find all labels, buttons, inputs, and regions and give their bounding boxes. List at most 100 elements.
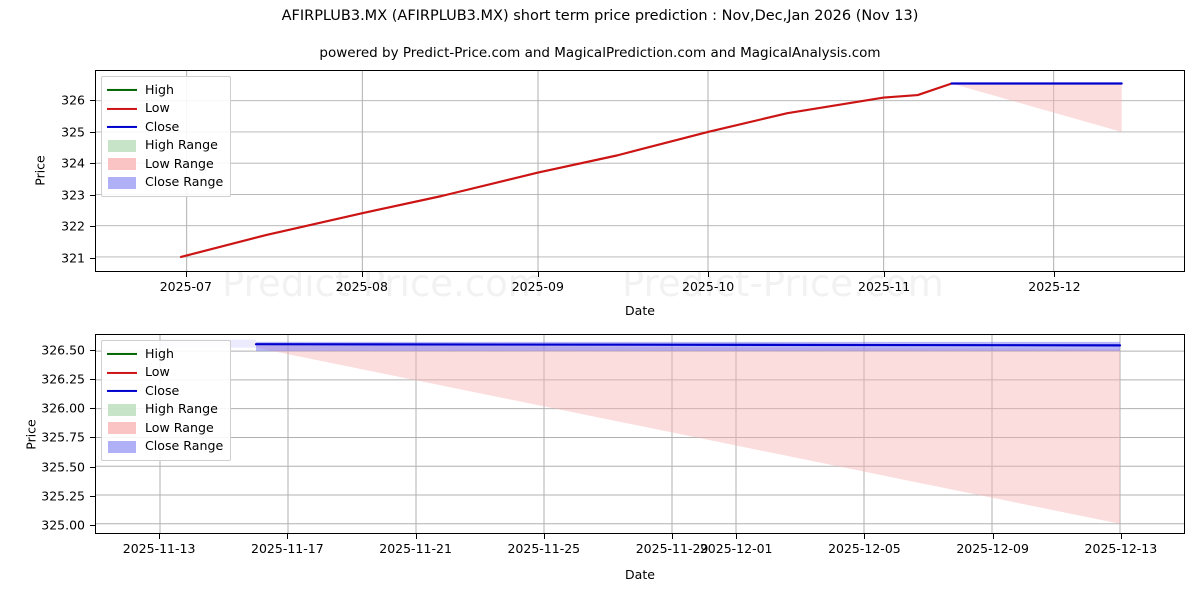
top-chart-canvas [96, 71, 1184, 271]
x-axis-tick-mark [159, 534, 161, 539]
x-axis-tick-mark [415, 534, 417, 539]
x-axis-tick-mark [992, 534, 994, 539]
legend-patch-swatch-icon [107, 440, 137, 454]
x-axis-tick-label: 2025-09 [511, 279, 564, 294]
chart-title: AFIRPLUB3.MX (AFIRPLUB3.MX) short term p… [281, 8, 919, 24]
legend-item-label: High Range [145, 401, 218, 417]
y-axis-tick-label: 325.50 [41, 459, 85, 475]
y-axis-tick-mark [90, 524, 95, 526]
legend-item-label: Close Range [145, 438, 224, 454]
legend-item-label: Low [145, 100, 170, 116]
x-axis-tick-label: 2025-12 [1028, 279, 1081, 294]
bottom-chart-canvas [96, 335, 1184, 533]
legend-item-low: Low [107, 100, 223, 119]
legend-patch-swatch-icon [107, 176, 137, 190]
y-axis-tick-mark [90, 131, 95, 133]
x-axis-tick-mark [736, 534, 738, 539]
legend-item-low: Low [107, 364, 223, 383]
y-axis-tick-label: 321 [61, 250, 85, 266]
y-axis-tick-label: 326.50 [41, 342, 85, 358]
x-axis-tick-label: 2025-11-17 [251, 541, 324, 556]
y-axis-tick-mark [90, 194, 95, 196]
legend-patch-swatch-icon [107, 139, 137, 153]
top-chart-x-axis-label: Date [625, 303, 655, 318]
bottom-chart-x-axis-label: Date [625, 567, 655, 582]
y-axis-tick-mark [90, 437, 95, 439]
bottom-chart-plot-area [95, 334, 1185, 534]
x-axis-tick-label: 2025-11 [857, 279, 911, 294]
y-axis-tick-mark [90, 408, 95, 410]
y-axis-tick-label: 322 [61, 218, 85, 234]
legend-item-label: Close Range [145, 174, 224, 190]
legend-item-label: High Range [145, 137, 218, 153]
legend-item-close: Close [107, 382, 223, 401]
legend-line-swatch-icon [107, 347, 137, 361]
y-axis-tick-label: 325.75 [41, 429, 85, 445]
x-axis-tick-mark [537, 272, 539, 277]
x-axis-tick-label: 2025-07 [159, 279, 212, 294]
y-axis-tick-label: 326.25 [41, 371, 85, 387]
legend-item-label: Low Range [145, 155, 214, 171]
legend-item-close-range: Close Range [107, 174, 223, 193]
legend-item-high-range: High Range [107, 137, 223, 156]
y-axis-tick-mark [90, 99, 95, 101]
x-axis-tick-label: 2025-08 [335, 279, 388, 294]
bottom-chart-legend: High Low Close High Range Low Range Close Ran… [101, 340, 232, 461]
top-chart-y-axis-label: Price [32, 155, 48, 186]
legend-item-label: Low Range [145, 419, 214, 435]
x-axis-tick-label: 2025-12-05 [828, 541, 901, 556]
x-axis-tick-mark [864, 534, 866, 539]
x-axis-tick-mark [884, 272, 886, 277]
y-axis-tick-mark [90, 495, 95, 497]
y-axis-tick-label: 326.00 [41, 400, 85, 416]
x-axis-tick-mark [1120, 534, 1122, 539]
legend-item-close: Close [107, 118, 223, 137]
x-axis-tick-label: 2025-12-13 [1084, 541, 1158, 556]
chart-subtitle: powered by Predict-Price.com and Magical… [319, 45, 881, 61]
legend-line-swatch-icon [107, 83, 137, 97]
legend-patch-swatch-icon [107, 403, 137, 417]
legend-item-low-range: Low Range [107, 419, 223, 438]
y-axis-tick-label: 325 [61, 124, 85, 140]
y-axis-tick-label: 324 [61, 155, 85, 171]
y-axis-tick-label: 323 [61, 187, 85, 203]
x-axis-tick-mark [1054, 272, 1056, 277]
y-axis-tick-label: 325.25 [41, 488, 85, 504]
x-axis-tick-mark [672, 534, 674, 539]
x-axis-tick-mark [185, 272, 187, 277]
y-axis-tick-label: 326 [61, 92, 85, 108]
legend-patch-swatch-icon [107, 157, 137, 171]
legend-item-label: Low [145, 364, 170, 380]
y-axis-tick-mark [90, 226, 95, 228]
x-axis-tick-mark [543, 534, 545, 539]
legend-line-swatch-icon [107, 120, 137, 134]
legend-item-low-range: Low Range [107, 155, 223, 174]
y-axis-tick-label: 325.00 [41, 517, 85, 533]
legend-item-high: High [107, 81, 223, 100]
x-axis-tick-mark [708, 272, 710, 277]
y-axis-tick-mark [90, 466, 95, 468]
legend-line-swatch-icon [107, 366, 137, 380]
x-axis-tick-label: 2025-11-29 [635, 541, 709, 556]
legend-item-label: High [145, 81, 174, 97]
legend-item-label: Close [145, 118, 180, 134]
top-chart-legend: High Low Close High Range Low Range Close Ran… [101, 76, 232, 197]
legend-item-close-range: Close Range [107, 438, 223, 457]
top-chart-plot-area [95, 70, 1185, 272]
legend-item-high: High [107, 345, 223, 364]
x-axis-tick-label: 2025-10 [682, 279, 735, 294]
x-axis-tick-mark [287, 534, 289, 539]
x-axis-tick-label: 2025-11-25 [507, 541, 581, 556]
x-axis-tick-mark [361, 272, 363, 277]
bottom-chart-y-axis-label: Price [23, 419, 39, 450]
legend-item-label: Close [145, 382, 180, 398]
y-axis-tick-mark [90, 163, 95, 165]
y-axis-tick-mark [90, 379, 95, 381]
x-axis-tick-label: 2025-12-01 [699, 541, 773, 556]
x-axis-tick-label: 2025-12-09 [956, 541, 1029, 556]
legend-line-swatch-icon [107, 102, 137, 116]
legend-line-swatch-icon [107, 384, 137, 398]
y-axis-tick-mark [90, 350, 95, 352]
y-axis-tick-mark [90, 257, 95, 259]
